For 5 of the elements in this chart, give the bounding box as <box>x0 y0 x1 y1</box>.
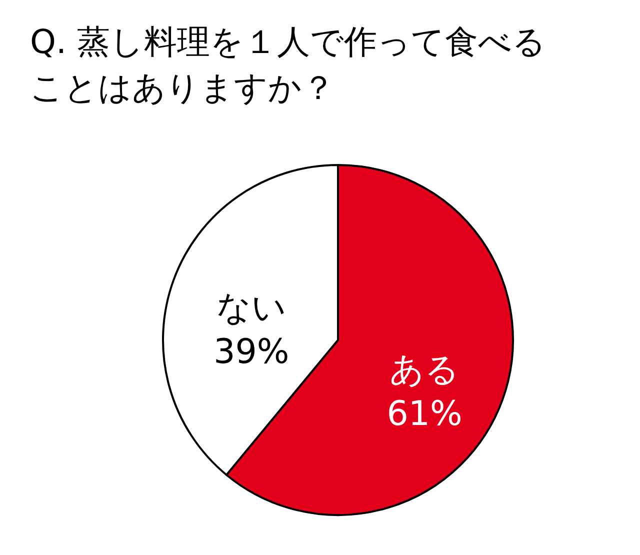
slice-label: ない <box>216 288 286 328</box>
data-label: 39% <box>214 332 290 372</box>
slice-label: ある <box>390 350 460 390</box>
data-label: 61% <box>386 394 462 434</box>
chart-title: Q. 蒸し料理を１人で作って食べることはありますか？ <box>30 22 546 107</box>
